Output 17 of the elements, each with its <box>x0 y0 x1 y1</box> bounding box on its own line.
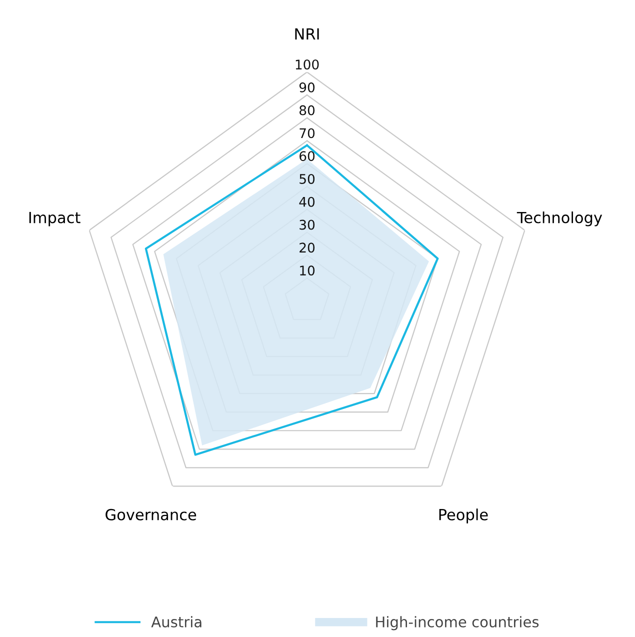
legend-label: Austria <box>151 616 202 628</box>
legend-label: High-income countries <box>376 616 539 630</box>
spoke-label: People <box>439 508 488 524</box>
spoke-label: Impact <box>29 212 80 226</box>
y-tick-label: 50 <box>300 174 315 184</box>
y-tick-label: 90 <box>299 82 315 92</box>
y-tick-label: 30 <box>300 220 315 230</box>
y-tick-label: 70 <box>300 128 315 138</box>
y-tick-label: 10 <box>300 266 315 276</box>
y-tick-label: 80 <box>300 105 315 116</box>
y-tick-label: 100 <box>296 60 319 70</box>
spoke-label: NRI <box>295 28 319 40</box>
y-tick-label: 60 <box>300 151 315 162</box>
spoke-label: Technology <box>516 211 602 226</box>
y-tick-label: 40 <box>299 196 315 207</box>
spoke-label: Governance <box>106 508 196 520</box>
y-tick-label: 20 <box>300 242 315 253</box>
